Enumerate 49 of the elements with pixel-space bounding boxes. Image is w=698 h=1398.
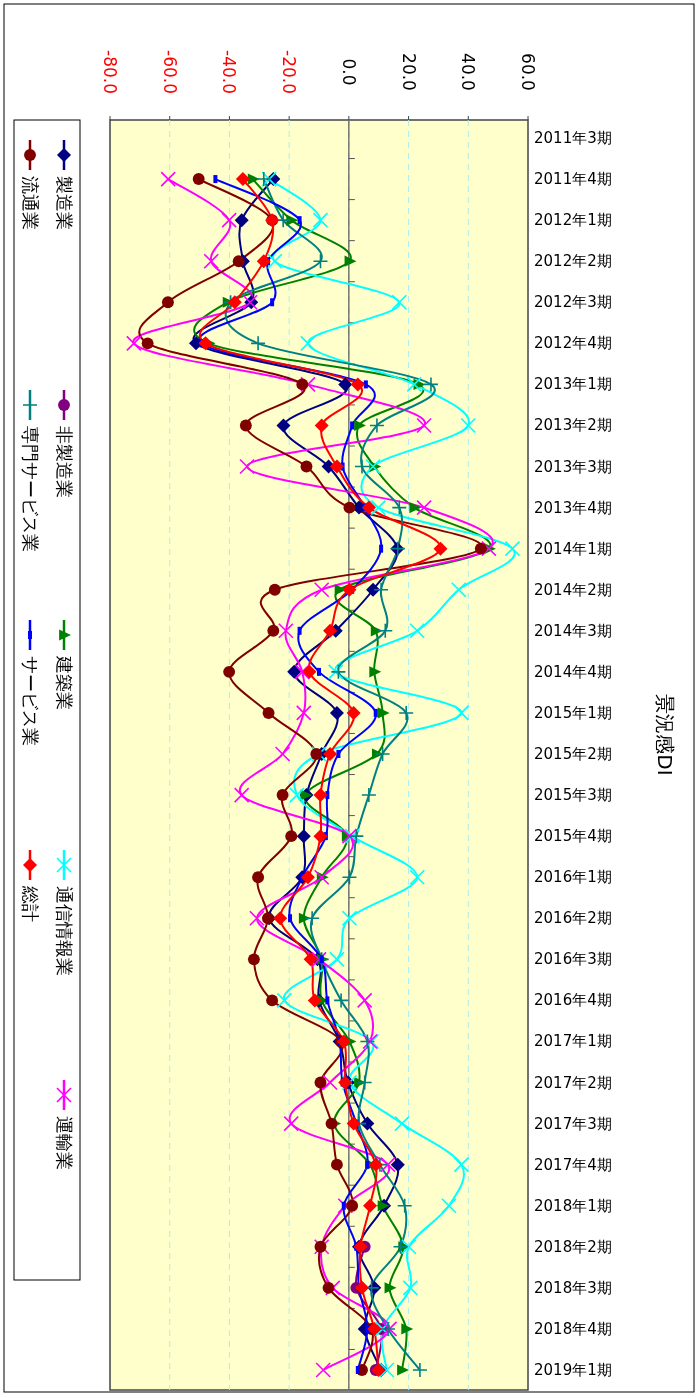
- y-tick-label: 2016年4期: [534, 991, 612, 1010]
- y-tick-label: 2014年3期: [534, 621, 612, 640]
- legend-label: 建築業: [53, 655, 75, 710]
- legend-label: 流通業: [19, 176, 41, 230]
- legend-label: 運輸業: [53, 1116, 75, 1170]
- y-tick-label: 2017年3期: [534, 1114, 612, 1133]
- y-tick-label: 2017年4期: [534, 1155, 612, 1174]
- y-tick-label: 2013年2期: [534, 416, 612, 435]
- y-tick-label: 2015年3期: [534, 786, 612, 805]
- x-tick-label: 40.0: [458, 53, 479, 91]
- y-tick-label: 2013年4期: [534, 498, 612, 517]
- y-tick-label: 2016年1期: [534, 868, 612, 887]
- y-tick-label: 2016年2期: [534, 909, 612, 928]
- y-tick-label: 2015年4期: [534, 827, 612, 846]
- text: 景況感DI: [653, 694, 677, 776]
- y-tick-label: 2019年1期: [534, 1361, 612, 1379]
- y-tick-label: 2018年1期: [534, 1196, 612, 1215]
- legend-label: 専門サービス業: [19, 426, 41, 552]
- y-tick-label: 2015年1期: [534, 703, 612, 722]
- legend-label: 製造業: [53, 176, 75, 230]
- y-tick-label: 2017年1期: [534, 1032, 612, 1051]
- x-tick-label: -40.0: [219, 50, 240, 94]
- y-tick-label: 2012年3期: [534, 293, 612, 312]
- x-tick-label: -60.0: [159, 50, 180, 94]
- y-tick-label: 2011年3期: [534, 129, 612, 147]
- x-tick-label: 60.0: [518, 53, 538, 91]
- y-tick-label: 2016年3期: [534, 950, 612, 969]
- y-tick-label: 2012年2期: [534, 252, 612, 271]
- legend-label: サービス業: [19, 656, 41, 746]
- y-tick-label: 2015年2期: [534, 745, 612, 763]
- x-tick-label: -20.0: [279, 50, 300, 94]
- y-tick-label: 2017年2期: [534, 1073, 612, 1092]
- y-tick-label: 2018年2期: [534, 1237, 612, 1256]
- y-tick-label: 2018年3期: [534, 1278, 612, 1297]
- y-tick-label: 2014年2期: [534, 580, 612, 599]
- x-tick-label: 0.0: [338, 58, 359, 86]
- y-tick-label: 2013年3期: [534, 457, 612, 476]
- y-tick-label: 2014年1期: [534, 539, 612, 558]
- y-tick-label: 2014年4期: [534, 662, 612, 681]
- y-tick-label: 2012年4期: [534, 334, 612, 353]
- legend-label: 総計: [19, 885, 41, 922]
- y-tick-label: 2011年4期: [534, 170, 612, 189]
- legend-label: 通信情報業: [53, 886, 75, 976]
- x-tick-label: -80.0: [100, 50, 120, 94]
- legend-label: 非製造業: [53, 426, 75, 498]
- y-tick-label: 2013年1期: [534, 375, 612, 394]
- y-tick-label: 2018年4期: [534, 1319, 612, 1338]
- y-tick-label: 2012年1期: [534, 211, 612, 230]
- x-tick-label: 20.0: [398, 53, 419, 91]
